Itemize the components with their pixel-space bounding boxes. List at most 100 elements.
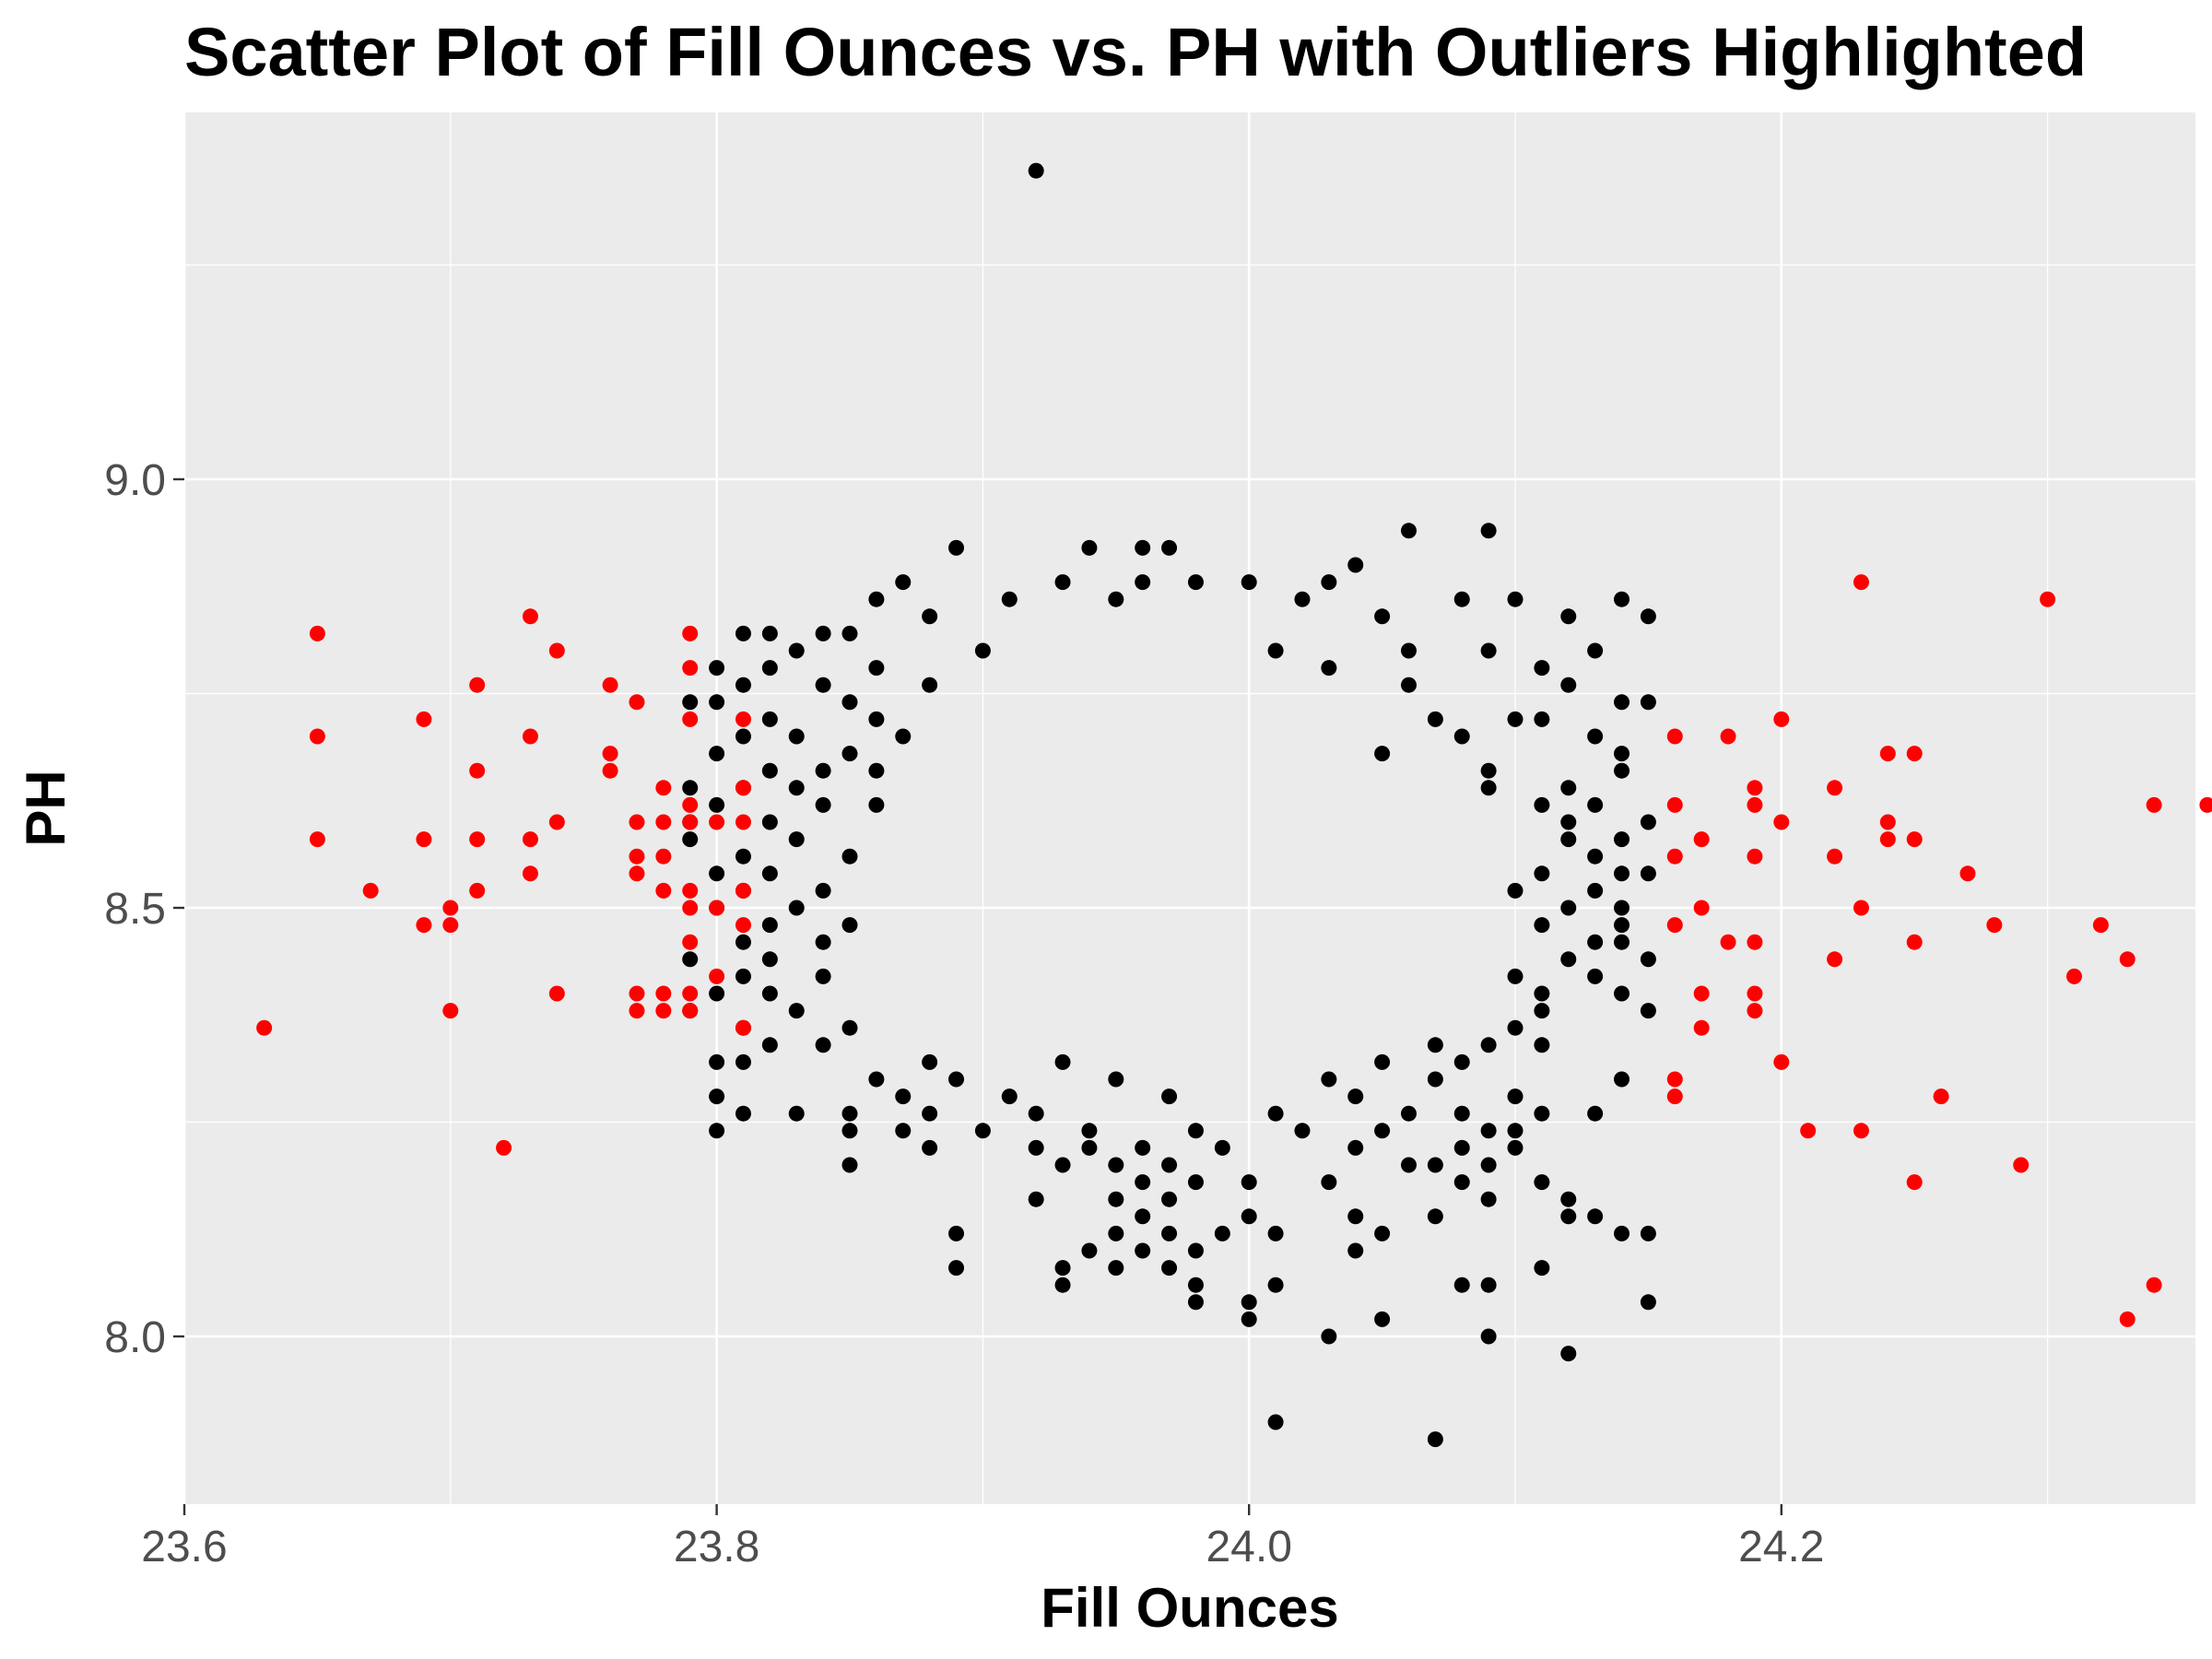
outlier-point: [709, 968, 725, 984]
data-point: [868, 711, 885, 727]
data-point: [1507, 1019, 1524, 1036]
data-point: [895, 1123, 912, 1139]
data-point: [1614, 746, 1630, 762]
outlier-point: [1666, 728, 1683, 745]
data-point: [788, 1105, 805, 1122]
data-point: [815, 1037, 831, 1053]
data-point: [1161, 1157, 1178, 1173]
y-tick-label: 9.0: [104, 456, 166, 505]
outlier-point: [655, 814, 672, 830]
data-point: [1081, 1123, 1098, 1139]
data-point: [1480, 1157, 1497, 1173]
outlier-point: [1853, 574, 1869, 591]
data-point: [841, 1105, 858, 1122]
outlier-point: [735, 882, 751, 899]
data-point: [1028, 1191, 1044, 1207]
data-point: [709, 660, 725, 677]
y-tick-label: 8.0: [104, 1313, 166, 1362]
data-point: [922, 1105, 938, 1122]
outlier-point: [309, 728, 325, 745]
data-point: [1321, 1174, 1337, 1191]
data-point: [1400, 1157, 1417, 1173]
data-point: [1640, 814, 1656, 830]
data-point: [788, 900, 805, 916]
x-tick-label: 24.0: [1206, 1523, 1291, 1571]
data-point: [1347, 557, 1364, 573]
data-point: [1400, 642, 1417, 659]
outlier-point: [1773, 814, 1790, 830]
data-point: [1587, 796, 1604, 813]
data-point: [1640, 1294, 1656, 1311]
data-point: [1294, 591, 1311, 607]
data-point: [1534, 1037, 1550, 1053]
outlier-point: [256, 1019, 273, 1036]
outlier-point: [469, 831, 486, 848]
data-point: [1453, 728, 1470, 745]
data-point: [1241, 1208, 1257, 1225]
outlier-point: [682, 711, 699, 727]
data-point: [1480, 523, 1497, 539]
data-point: [761, 625, 778, 641]
x-tick-label: 24.2: [1738, 1523, 1824, 1571]
outlier-point: [735, 711, 751, 727]
outlier-point: [709, 900, 725, 916]
data-point: [1534, 917, 1550, 934]
data-point: [815, 934, 831, 950]
outlier-point: [682, 814, 699, 830]
data-point: [1267, 642, 1284, 659]
outlier-point: [2013, 1157, 2030, 1173]
data-point: [1321, 1071, 1337, 1088]
data-point: [1028, 1105, 1044, 1122]
outlier-point: [496, 1139, 512, 1156]
data-point: [815, 625, 831, 641]
outlier-point: [2146, 1277, 2162, 1293]
data-point: [1640, 1003, 1656, 1019]
data-point: [1534, 1174, 1550, 1191]
data-point: [1640, 951, 1656, 968]
data-point: [1614, 694, 1630, 711]
data-point: [1321, 660, 1337, 677]
data-point: [922, 1139, 938, 1156]
outlier-point: [1693, 1019, 1710, 1036]
outlier-point: [655, 848, 672, 865]
data-point: [1135, 574, 1151, 591]
data-point: [841, 694, 858, 711]
outlier-point: [1827, 780, 1843, 796]
data-point: [1587, 968, 1604, 984]
outlier-point: [1879, 831, 1896, 848]
data-point: [1427, 1157, 1443, 1173]
outlier-point: [469, 677, 486, 693]
data-point: [761, 660, 778, 677]
data-point: [1161, 1225, 1178, 1241]
data-point: [1321, 1328, 1337, 1345]
outlier-point: [682, 882, 699, 899]
data-point: [1534, 711, 1550, 727]
data-point: [761, 711, 778, 727]
data-point: [1161, 539, 1178, 556]
data-point: [788, 642, 805, 659]
outlier-point: [442, 900, 459, 916]
data-point: [1480, 762, 1497, 779]
data-point: [841, 625, 858, 641]
outlier-point: [309, 625, 325, 641]
outlier-point: [655, 985, 672, 1002]
data-point: [1108, 591, 1124, 607]
data-point: [1054, 1157, 1071, 1173]
data-point: [1480, 642, 1497, 659]
outlier-point: [1747, 985, 1763, 1002]
data-point: [1614, 865, 1630, 882]
data-point: [1001, 1088, 1018, 1105]
outlier-point: [629, 985, 645, 1002]
data-point: [1347, 1139, 1364, 1156]
outlier-point: [1853, 900, 1869, 916]
outlier-point: [735, 917, 751, 934]
outlier-point: [1666, 796, 1683, 813]
outlier-point: [1933, 1088, 1949, 1105]
data-point: [1560, 831, 1577, 848]
data-point: [1347, 1208, 1364, 1225]
data-point: [1560, 1191, 1577, 1207]
outlier-point: [735, 814, 751, 830]
data-point: [1507, 968, 1524, 984]
data-point: [922, 608, 938, 625]
data-point: [1480, 1277, 1497, 1293]
